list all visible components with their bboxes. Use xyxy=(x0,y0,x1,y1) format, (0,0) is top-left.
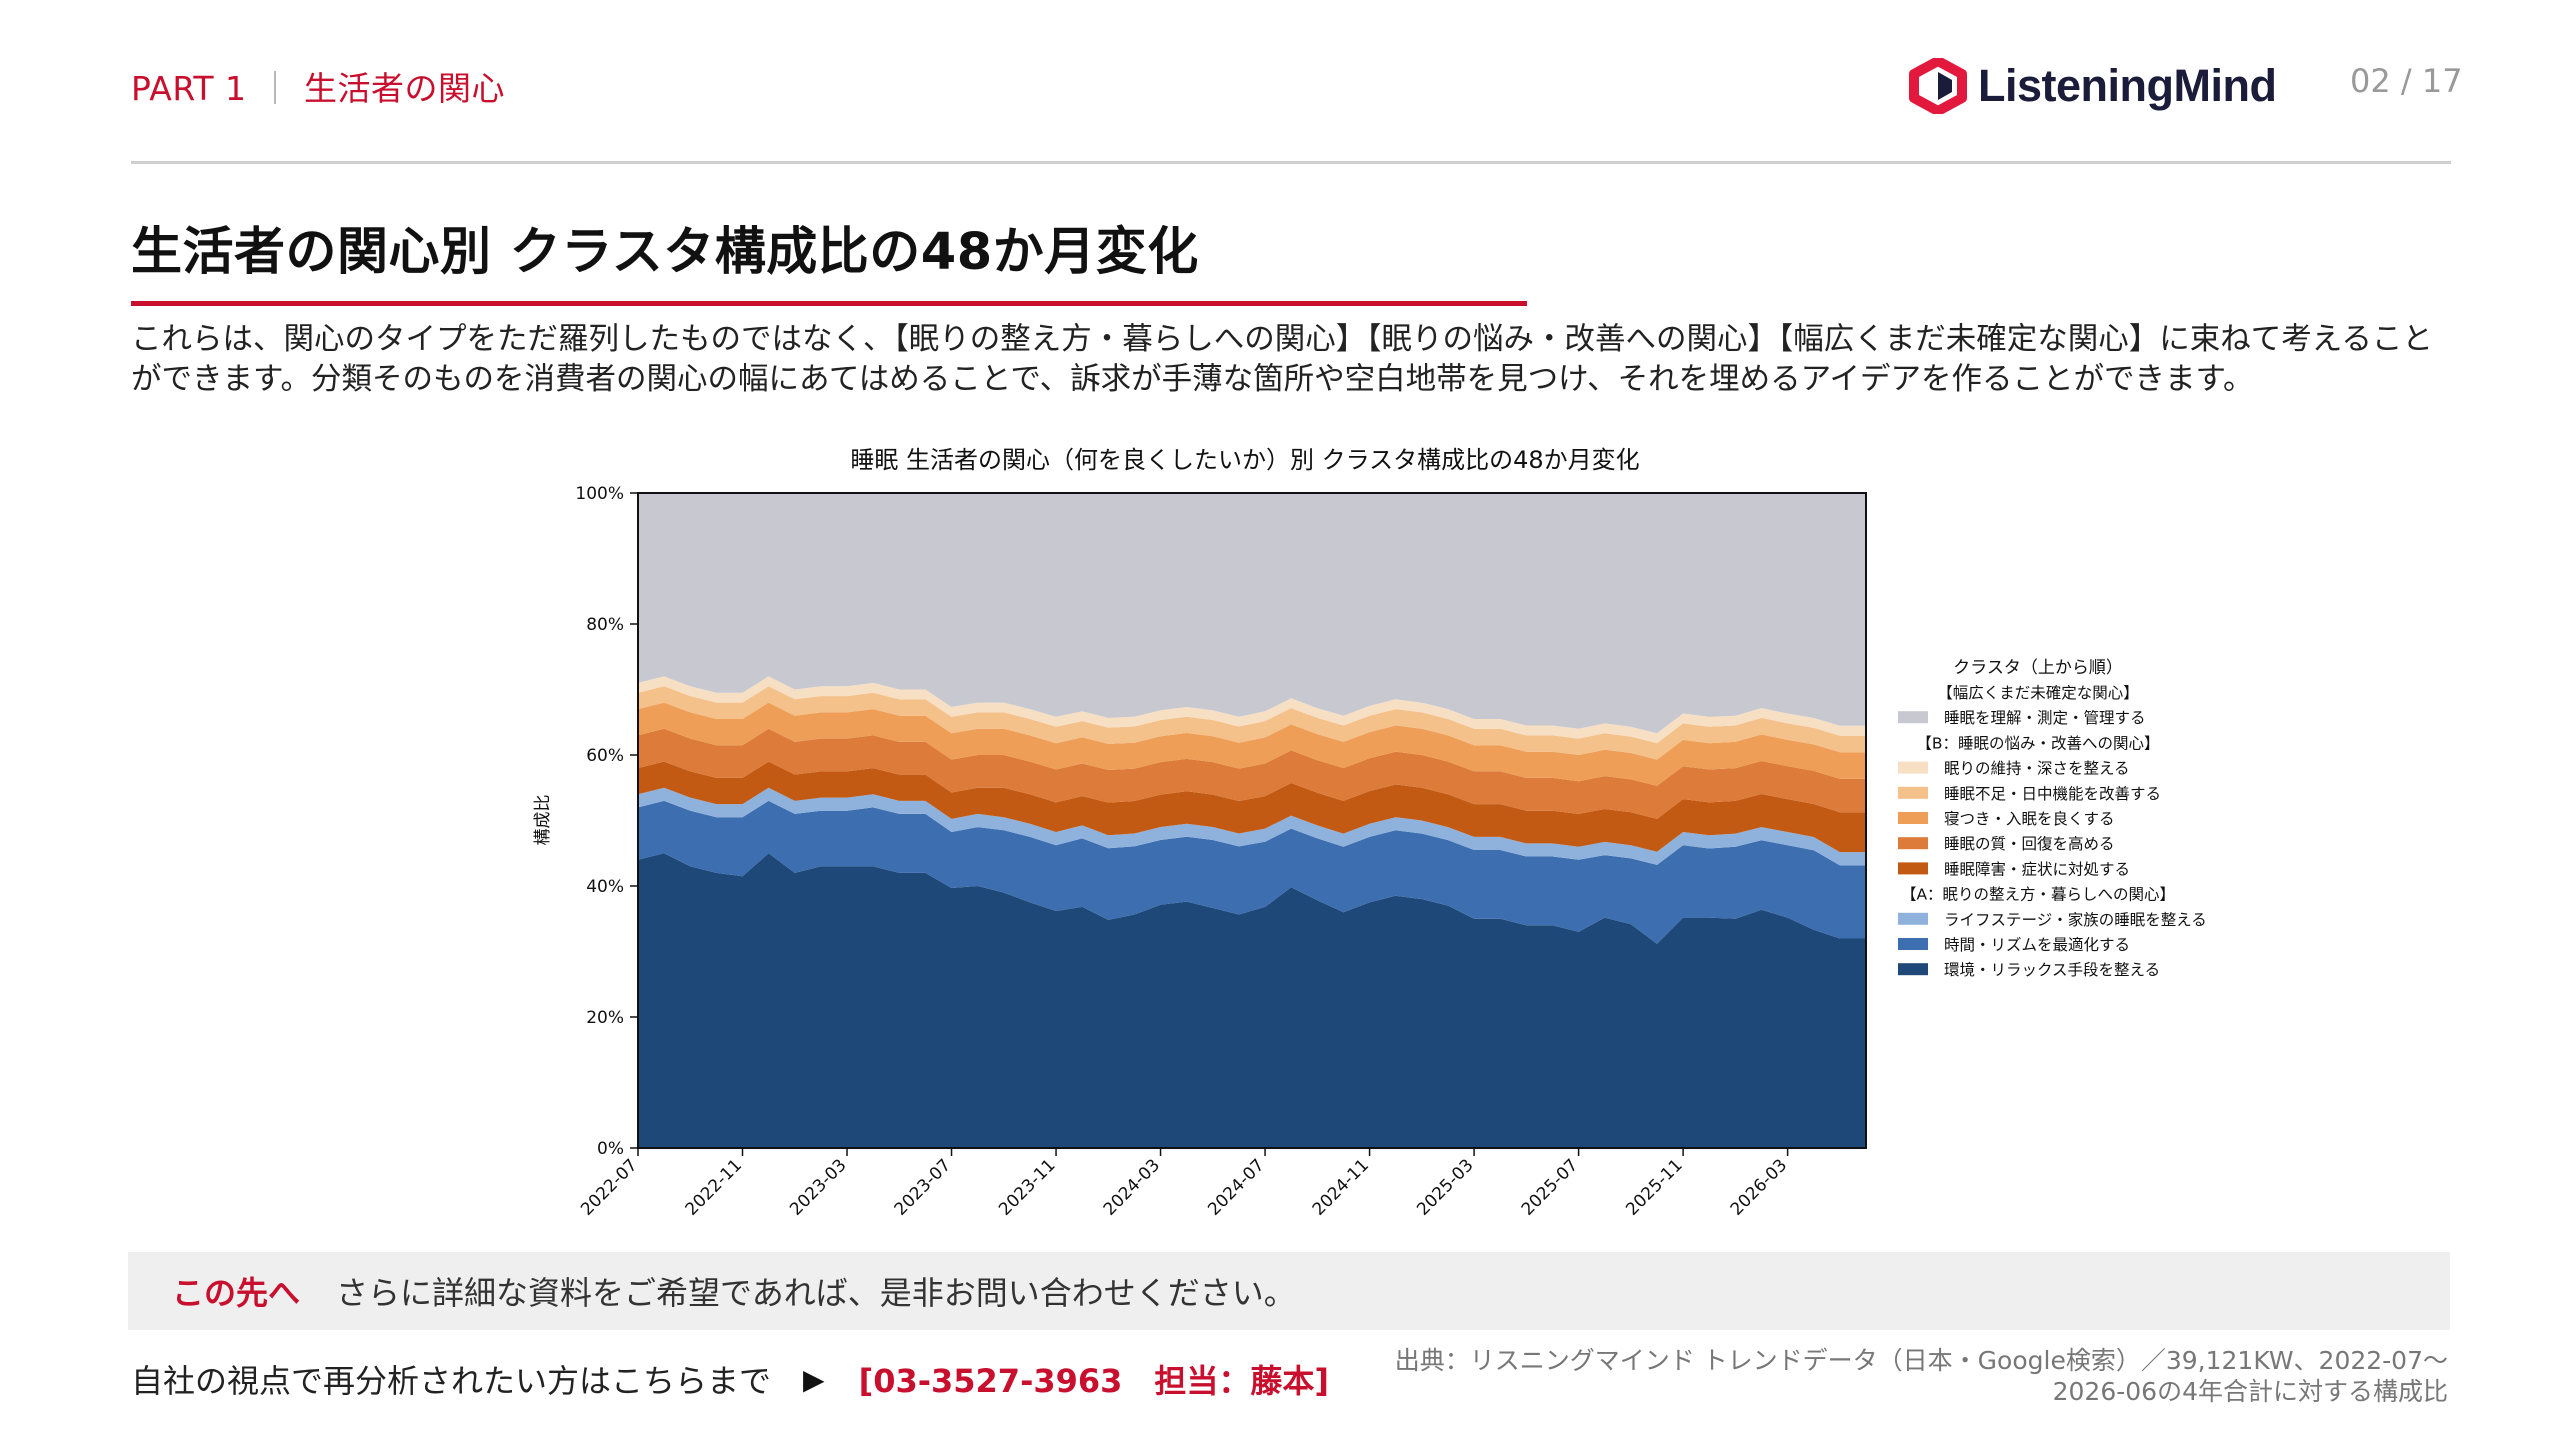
x-tick-label: 2024-03 xyxy=(1100,1155,1164,1219)
contact-line: 自社の視点で再分析されたい方はこちらまで ▶ [03-3527-3963 担当：… xyxy=(131,1356,1329,1402)
stacked-area-chart: 睡眠 生活者の関心（何を良くしたいか）別 クラスタ構成比の48か月変化 0%20… xyxy=(533,446,2207,1220)
contact-text: 自社の視点で再分析されたい方はこちらまで xyxy=(131,1362,772,1400)
area-series-1 xyxy=(638,800,1866,944)
legend-swatch xyxy=(1898,711,1928,724)
x-tick-label: 2023-03 xyxy=(786,1155,850,1219)
legend-swatch xyxy=(1898,912,1928,925)
area-series-4 xyxy=(638,728,1866,819)
chart-title: 睡眠 生活者の関心（何を良くしたいか）別 クラスタ構成比の48か月変化 xyxy=(850,446,1639,474)
page-indicator: 02 / 17 xyxy=(2350,62,2463,100)
legend-swatch xyxy=(1898,837,1928,850)
legend-item-label: 睡眠の質・回復を高める xyxy=(1944,835,2115,853)
title-underline xyxy=(131,301,1527,306)
legend-swatch xyxy=(1898,862,1928,875)
legend-group-label: 【幅広くまだ未確定な関心】 xyxy=(1937,684,2139,702)
chart-legend: クラスタ（上から順） 【幅広くまだ未確定な関心】睡眠を理解・測定・管理する【B：睡… xyxy=(1898,658,2207,979)
lead-paragraph: これらは、関心のタイプをただ羅列したものではなく、【眠りの整え方・暮らしへの関心… xyxy=(131,322,2433,397)
x-tick-label: 2024-07 xyxy=(1204,1155,1268,1219)
part-number: PART 1 xyxy=(131,69,247,108)
x-axis: 2022-07 2022-11 2023-03 2023-07 2023-11 2024-… xyxy=(577,1148,1791,1220)
x-tick-label: 2025-07 xyxy=(1518,1155,1582,1219)
part-separator: ｜ xyxy=(258,69,293,108)
play-arrow-icon: ▶ xyxy=(803,1362,825,1396)
y-axis: 0% 20% 40% 60% 80% 100% xyxy=(575,484,638,1159)
cta-banner: この先へ さらに詳細な資料をご希望であれば、是非お問い合わせください。 xyxy=(128,1252,2450,1330)
contact-phone[interactable]: [03-3527-3963 担当：藤本] xyxy=(858,1362,1330,1400)
x-tick-label: 2026-03 xyxy=(1727,1155,1791,1219)
y-axis-label: 構成比 xyxy=(533,795,553,846)
legend-item-label: 睡眠を理解・測定・管理する xyxy=(1944,709,2146,727)
area-series-3 xyxy=(638,761,1866,853)
header-divider xyxy=(131,161,2451,164)
x-tick-label: 2023-07 xyxy=(891,1155,955,1219)
source-note: 出典：リスニングマインド トレンドデータ（日本・Google検索）／39,121… xyxy=(1348,1345,2448,1407)
legend-item-label: ライフステージ・家族の睡眠を整える xyxy=(1944,911,2207,929)
area-series-7 xyxy=(638,676,1866,744)
legend-item-label: 時間・リズムを最適化する xyxy=(1944,936,2130,954)
legend-group-label: 【B：睡眠の悩み・改善への関心】 xyxy=(1916,734,2159,752)
source-line-2: 2026-06の4年合計に対する構成比 xyxy=(2052,1377,2448,1406)
area-series-2 xyxy=(638,787,1866,866)
x-tick-label: 2025-11 xyxy=(1622,1155,1686,1219)
legend-item-label: 環境・リラックス手段を整える xyxy=(1944,960,2160,979)
legend-item-label: 寝つき・入眠を良くする xyxy=(1944,809,2115,828)
brand-name: ListeningMind xyxy=(1978,60,2277,111)
legend-swatch xyxy=(1898,812,1928,824)
y-tick-label: 20% xyxy=(586,1008,624,1028)
y-tick-label: 40% xyxy=(586,877,624,897)
section-label: PART 1 ｜ 生活者の関心 xyxy=(131,62,505,110)
legend-item-label: 睡眠障害・症状に対処する xyxy=(1944,860,2130,878)
x-tick-label: 2022-11 xyxy=(682,1155,746,1219)
x-tick-label: 2025-03 xyxy=(1413,1155,1477,1219)
y-tick-label: 80% xyxy=(586,615,624,635)
cta-label: この先へ xyxy=(172,1274,301,1312)
area-series-5 xyxy=(638,702,1866,786)
legend-swatch xyxy=(1898,786,1928,799)
legend-title: クラスタ（上から順） xyxy=(1953,658,2123,678)
legend-item-label: 睡眠不足・日中機能を改善する xyxy=(1944,785,2161,803)
area-series-0 xyxy=(638,853,1866,1148)
y-tick-label: 0% xyxy=(597,1139,624,1159)
area-series-6 xyxy=(638,686,1866,760)
chart-areas xyxy=(638,493,1866,1148)
x-tick-label: 2022-07 xyxy=(577,1155,641,1219)
legend-group-label: 【A：眠りの整え方・暮らしへの関心】 xyxy=(1901,886,2175,904)
area-series-8 xyxy=(638,493,1866,734)
y-tick-label: 60% xyxy=(586,746,624,766)
page-title: 生活者の関心別 クラスタ構成比の48か月変化 xyxy=(131,223,1199,282)
y-tick-label: 100% xyxy=(575,484,624,504)
legend-swatch xyxy=(1898,761,1928,774)
x-tick-label: 2023-11 xyxy=(995,1155,1059,1219)
legend-swatch xyxy=(1898,938,1928,950)
x-tick-label: 2024-11 xyxy=(1309,1155,1373,1219)
cta-text: さらに詳細な資料をご希望であれば、是非お問い合わせください。 xyxy=(336,1274,1296,1312)
legend-swatch xyxy=(1898,963,1928,976)
legend-item-label: 眠りの維持・深さを整える xyxy=(1944,760,2130,778)
plot-frame xyxy=(637,492,1867,1149)
source-line-1: 出典：リスニングマインド トレンドデータ（日本・Google検索）／39,121… xyxy=(1394,1346,2448,1375)
part-title: 生活者の関心 xyxy=(304,69,506,108)
listeningmind-logo-icon xyxy=(1909,58,1967,114)
brand-logo: ListeningMind xyxy=(1908,58,2277,114)
